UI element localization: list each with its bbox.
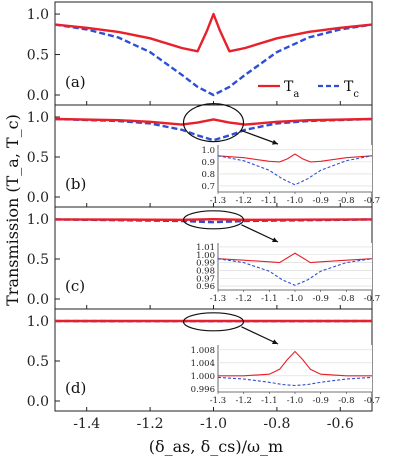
y-tick-label: 0.5	[27, 252, 49, 268]
inset-y-tick-label: 0.9	[201, 158, 215, 168]
inset-y-tick-label: 0.99	[196, 259, 215, 269]
axis-labels: Transmission (T_a, T_c) (δ_as, δ_cs)/ω_m	[3, 114, 283, 456]
zoom-ellipse	[182, 210, 245, 230]
inset-background	[218, 345, 372, 392]
inset-y-tick-label: 1.01	[196, 243, 215, 253]
inset-x-tick-label: -0.7	[364, 294, 380, 304]
inset-y-tick-label: 1.0	[201, 146, 215, 156]
panel-d: 0.0 0.5 1.0 (d) 1.008 1.004 1.000 0.996-1.3 -1.2…	[27, 308, 380, 412]
inset-x-tick-label: -1.0	[287, 196, 303, 206]
zoom-arrow-head	[272, 339, 278, 345]
zoom-arrow-line	[241, 326, 279, 345]
inset-series-line-tc	[217, 376, 373, 387]
inset-x-tick-label: -1.2	[235, 196, 251, 206]
inset-y-tick-label: 1.004	[191, 359, 215, 369]
inset-c: 1.011.000.990.980.970.96 -1.3 -1.2 -1.1 -1.0…	[196, 243, 380, 304]
panel-label: (b)	[65, 175, 86, 193]
x-tick-label: -1.4	[73, 416, 100, 432]
inset-y-tick-label: 1.008	[191, 346, 215, 356]
legend-label-ta: Ta	[284, 79, 299, 100]
panel-label: (d)	[65, 379, 86, 397]
series-line-tc	[54, 117, 373, 142]
legend-label-tc: Tc	[344, 79, 359, 100]
y-tick-label: 0.0	[27, 190, 49, 206]
panels-layer: 0.0 0.5 1.0 (a) 0.0 0.5 1.0 (b) 1.0 0.9 0.8 0.7 -1.3…	[27, 1, 380, 412]
legend: Ta Tc	[258, 79, 359, 100]
inset-d: 1.008 1.004 1.000 0.996-1.3 -1.2 -1.1 -1.0 -0.9…	[191, 345, 380, 406]
zoom-arrow-line	[241, 224, 279, 243]
series-line-ta	[54, 12, 373, 53]
panel-label: (a)	[65, 73, 86, 91]
inset-x-tick-label: -1.3	[210, 196, 226, 206]
y-tick-label: 0.5	[27, 354, 49, 370]
inset-series-line-ta	[217, 252, 373, 264]
y-tick-label: 1.0	[27, 110, 49, 126]
inset-x-tick-label: -0.7	[364, 196, 380, 206]
y-tick-label: 1.0	[27, 7, 49, 23]
y-tick-label: 0.0	[27, 394, 49, 410]
x-axis-label-text: (δ_as, δ_cs)/ω_m	[149, 437, 283, 456]
inset-y-tick-label: 0.97	[196, 274, 215, 284]
inset-background	[218, 145, 372, 192]
inset-x-tick-label: -0.9	[312, 196, 328, 206]
series-line-tc	[54, 23, 373, 97]
y-axis-label: Transmission (T_a, T_c)	[3, 114, 22, 306]
inset-series-line-tc	[217, 155, 373, 186]
panel-b: 0.0 0.5 1.0 (b) 1.0 0.9 0.8 0.7 -1.3 -1.2 -1.1 -1.0…	[27, 102, 380, 208]
inset-x-tick-label: -1.3	[210, 396, 226, 406]
panel-frame	[54, 1, 373, 106]
zoom-arrow-line	[241, 130, 279, 145]
panel-c: 0.0 0.5 1.0 (c) 1.011.000.990.980.970.96 -1.3…	[27, 206, 380, 310]
inset-x-tick-label: -0.8	[338, 196, 354, 206]
y-tick-label: 0.5	[27, 150, 49, 166]
inset-y-tick-label: 0.96	[196, 282, 215, 292]
y-tick-label: 0.0	[27, 88, 49, 104]
inset-y-tick-label: 0.7	[201, 182, 215, 192]
inset-x-tick-label: -0.9	[312, 294, 328, 304]
zoom-arrow-head	[272, 237, 278, 243]
inset-series-line-ta	[218, 350, 372, 377]
inset-x-tick-label: -1.0	[287, 294, 303, 304]
zoom-arrow-head	[272, 139, 278, 145]
y-tick-label: 0.0	[27, 292, 49, 308]
shared-x-axis: -1.4 -1.2 -1.0 -0.8 -0.6	[73, 416, 354, 432]
inset-x-tick-label: -1.3	[210, 294, 226, 304]
x-tick-label: -0.8	[263, 416, 290, 432]
y-tick-label: 1.0	[27, 314, 49, 330]
inset-y-tick-label: 0.996	[191, 385, 215, 395]
y-tick-label: 0.5	[27, 48, 49, 64]
panel-a: 0.0 0.5 1.0 (a)	[27, 1, 373, 106]
inset-x-tick-label: -0.7	[364, 396, 380, 406]
inset-x-tick-label: -1.2	[235, 294, 251, 304]
inset-y-tick-label: 1.000	[191, 372, 215, 382]
inset-x-tick-label: -0.8	[338, 396, 354, 406]
y-tick-label: 1.0	[27, 212, 49, 228]
panel-label: (c)	[65, 277, 85, 295]
inset-x-tick-label: -0.8	[338, 294, 354, 304]
inset-x-tick-label: -0.9	[312, 396, 328, 406]
inset-x-tick-label: -1.1	[261, 294, 277, 304]
inset-x-tick-label: -1.2	[235, 396, 251, 406]
zoom-ellipse	[182, 312, 245, 332]
inset-background	[218, 243, 372, 290]
series-line-ta	[54, 217, 373, 222]
inset-y-tick-label: 0.8	[201, 170, 215, 180]
x-tick-label: -0.6	[327, 416, 354, 432]
inset-series-line-tc	[217, 258, 373, 286]
inset-series-line-ta	[217, 153, 373, 163]
inset-y-tick-label: 0.98	[196, 266, 215, 276]
x-axis-label: (δ_as, δ_cs)/ω_m	[149, 437, 283, 456]
inset-x-tick-label: -1.1	[261, 396, 277, 406]
x-tick-label: -1.0	[200, 416, 227, 432]
inset-x-tick-label: -1.0	[287, 396, 303, 406]
inset-x-tick-label: -1.1	[261, 196, 277, 206]
inset-b: 1.0 0.9 0.8 0.7 -1.3 -1.2 -1.1 -1.0 -0.9 -0.8 -0.7	[201, 145, 380, 206]
y-axis-label-text: Transmission (T_a, T_c)	[3, 114, 22, 306]
x-tick-label: -1.2	[137, 416, 164, 432]
series-line-ta	[54, 117, 373, 126]
zoom-ellipse	[182, 102, 245, 143]
inset-y-tick-label: 1.00	[196, 251, 215, 261]
